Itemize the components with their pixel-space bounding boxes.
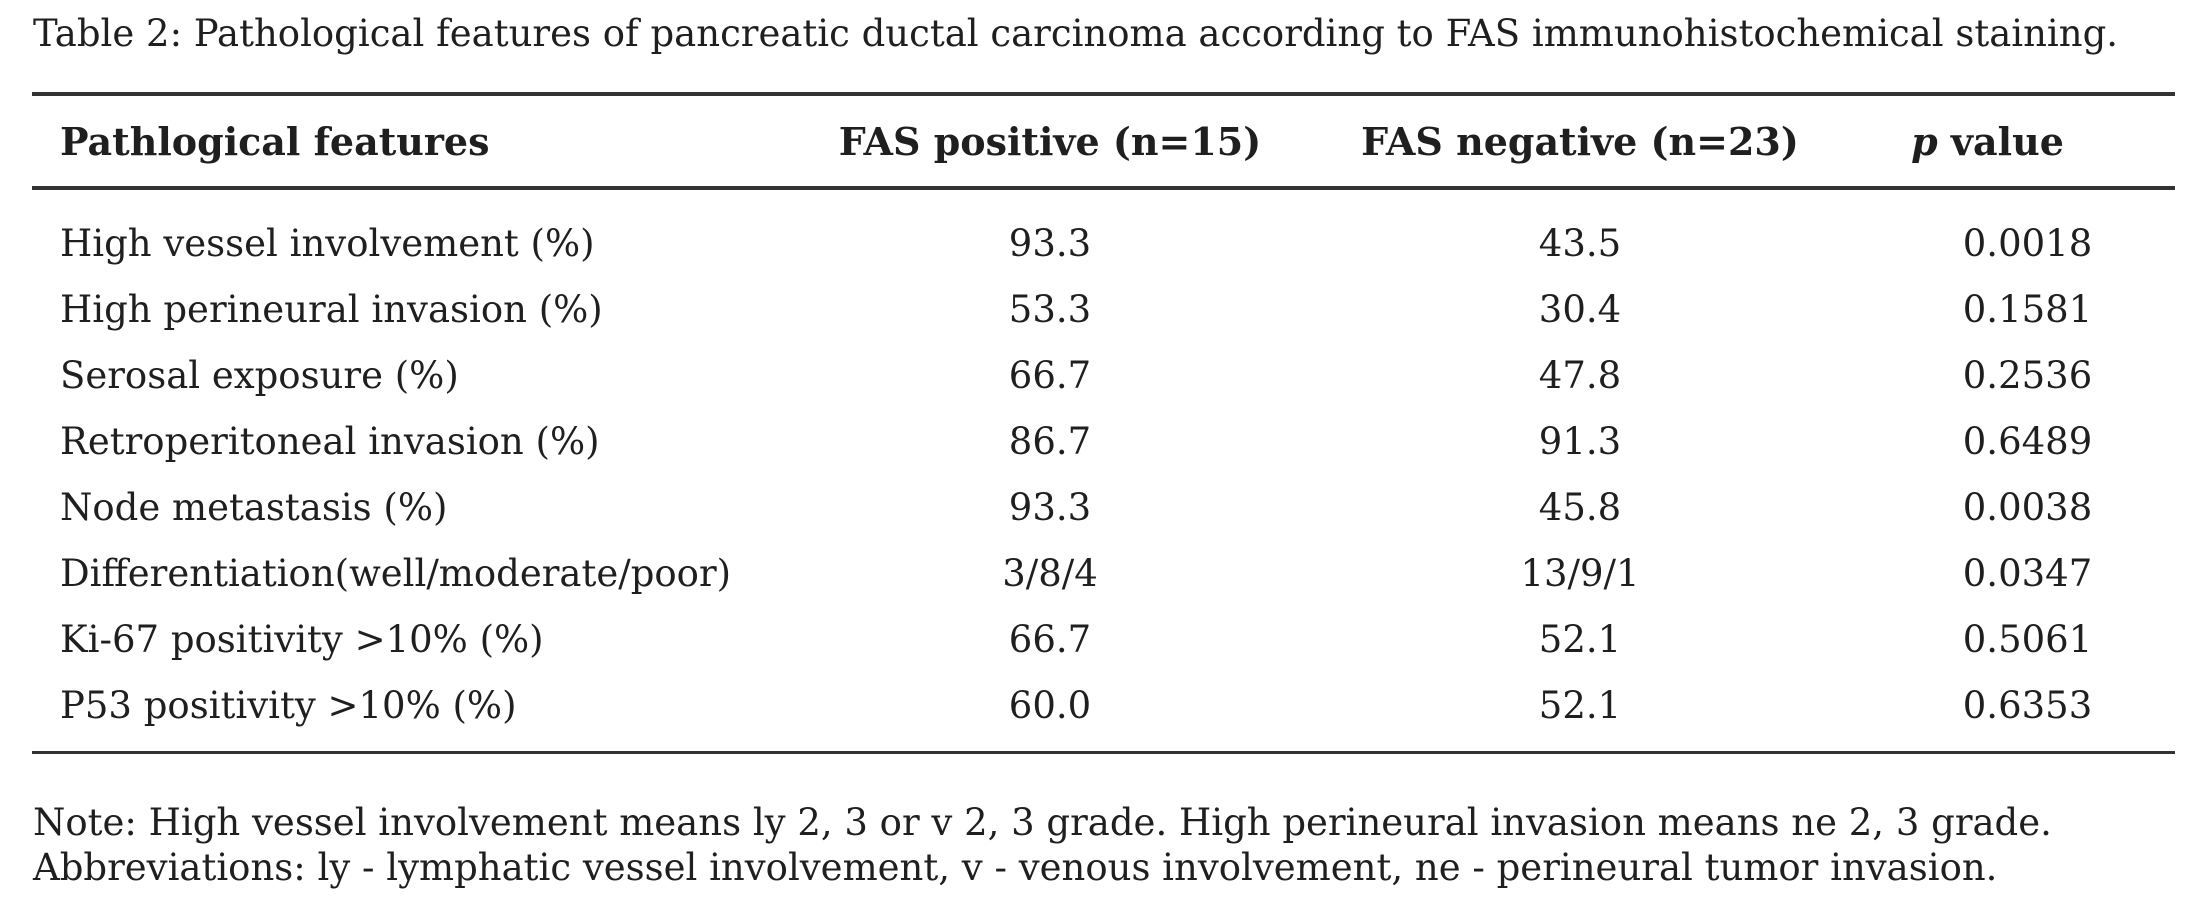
fas-negative-cell: 30.4 (1538, 287, 1622, 331)
col-header-fas-positive: FAS positive (n=15) (820, 94, 1280, 190)
p-value-rest: value (1937, 118, 2064, 164)
feature-cell: P53 positivity >10% (%) (60, 683, 517, 727)
fas-negative-cell: 13/9/1 (1520, 551, 1640, 595)
p-value-cell: 0.0038 (1962, 485, 2093, 529)
table-row: P53 positivity >10% (%) 60.0 52.1 0.6353 (32, 672, 2175, 752)
table-row: Node metastasis (%) 93.3 45.8 0.0038 (32, 474, 2175, 540)
fas-negative-cell: 47.8 (1538, 353, 1622, 397)
table-caption: Table 2: Pathological features of pancre… (33, 12, 2119, 55)
feature-cell: Node metastasis (%) (60, 485, 448, 529)
col-header-fas-negative: FAS negative (n=23) (1280, 94, 1880, 190)
fas-positive-cell: 60.0 (1008, 683, 1092, 727)
p-value-cell: 0.0018 (1962, 221, 2093, 265)
feature-cell: Differentiation(well/moderate/poor) (60, 551, 732, 595)
fas-negative-cell: 45.8 (1538, 485, 1622, 529)
p-value-cell: 0.6353 (1962, 683, 2093, 727)
p-value-cell: 0.1581 (1962, 287, 2093, 331)
fas-negative-cell: 52.1 (1538, 617, 1622, 661)
fas-positive-cell: 53.3 (1008, 287, 1092, 331)
p-value-cell: 0.5061 (1962, 617, 2093, 661)
pathological-features-table: Pathlogical features FAS positive (n=15)… (32, 92, 2175, 754)
col-header-pathological-features: Pathlogical features (32, 94, 820, 190)
fas-positive-cell: 93.3 (1008, 485, 1092, 529)
col-header-p-value: p value (1880, 94, 2175, 190)
fas-negative-cell: 52.1 (1538, 683, 1622, 727)
table-row: Serosal exposure (%) 66.7 47.8 0.2536 (32, 342, 2175, 408)
table-row: High perineural invasion (%) 53.3 30.4 0… (32, 276, 2175, 342)
header-row: Pathlogical features FAS positive (n=15)… (32, 94, 2175, 190)
fas-negative-cell: 43.5 (1538, 221, 1622, 265)
table-header: Pathlogical features FAS positive (n=15)… (32, 94, 2175, 190)
table-row: Ki-67 positivity >10% (%) 66.7 52.1 0.50… (32, 606, 2175, 672)
feature-cell: Retroperitoneal invasion (%) (60, 419, 600, 463)
feature-cell: High vessel involvement (%) (60, 221, 595, 265)
feature-cell: High perineural invasion (%) (60, 287, 603, 331)
fas-positive-cell: 86.7 (1008, 419, 1092, 463)
table-row: Differentiation(well/moderate/poor) 3/8/… (32, 540, 2175, 606)
table-row: High vessel involvement (%) 93.3 43.5 0.… (32, 188, 2175, 276)
p-value-italic-p: p (1911, 118, 1938, 164)
fas-negative-cell: 91.3 (1538, 419, 1622, 463)
fas-positive-cell: 93.3 (1008, 221, 1092, 265)
table-footnotes: Note: High vessel involvement means ly 2… (33, 800, 2052, 890)
table-row: Retroperitoneal invasion (%) 86.7 91.3 0… (32, 408, 2175, 474)
fas-positive-cell: 66.7 (1008, 617, 1092, 661)
feature-cell: Serosal exposure (%) (60, 353, 459, 397)
p-value-cell: 0.2536 (1962, 353, 2093, 397)
feature-cell: Ki-67 positivity >10% (%) (60, 617, 544, 661)
table-body: High vessel involvement (%) 93.3 43.5 0.… (32, 188, 2175, 752)
note-line: Note: High vessel involvement means ly 2… (33, 801, 2052, 844)
fas-positive-cell: 66.7 (1008, 353, 1092, 397)
abbreviations-line: Abbreviations: ly - lymphatic vessel inv… (33, 846, 1998, 889)
fas-positive-cell: 3/8/4 (1002, 551, 1098, 595)
p-value-cell: 0.6489 (1962, 419, 2093, 463)
p-value-cell: 0.0347 (1962, 551, 2093, 595)
